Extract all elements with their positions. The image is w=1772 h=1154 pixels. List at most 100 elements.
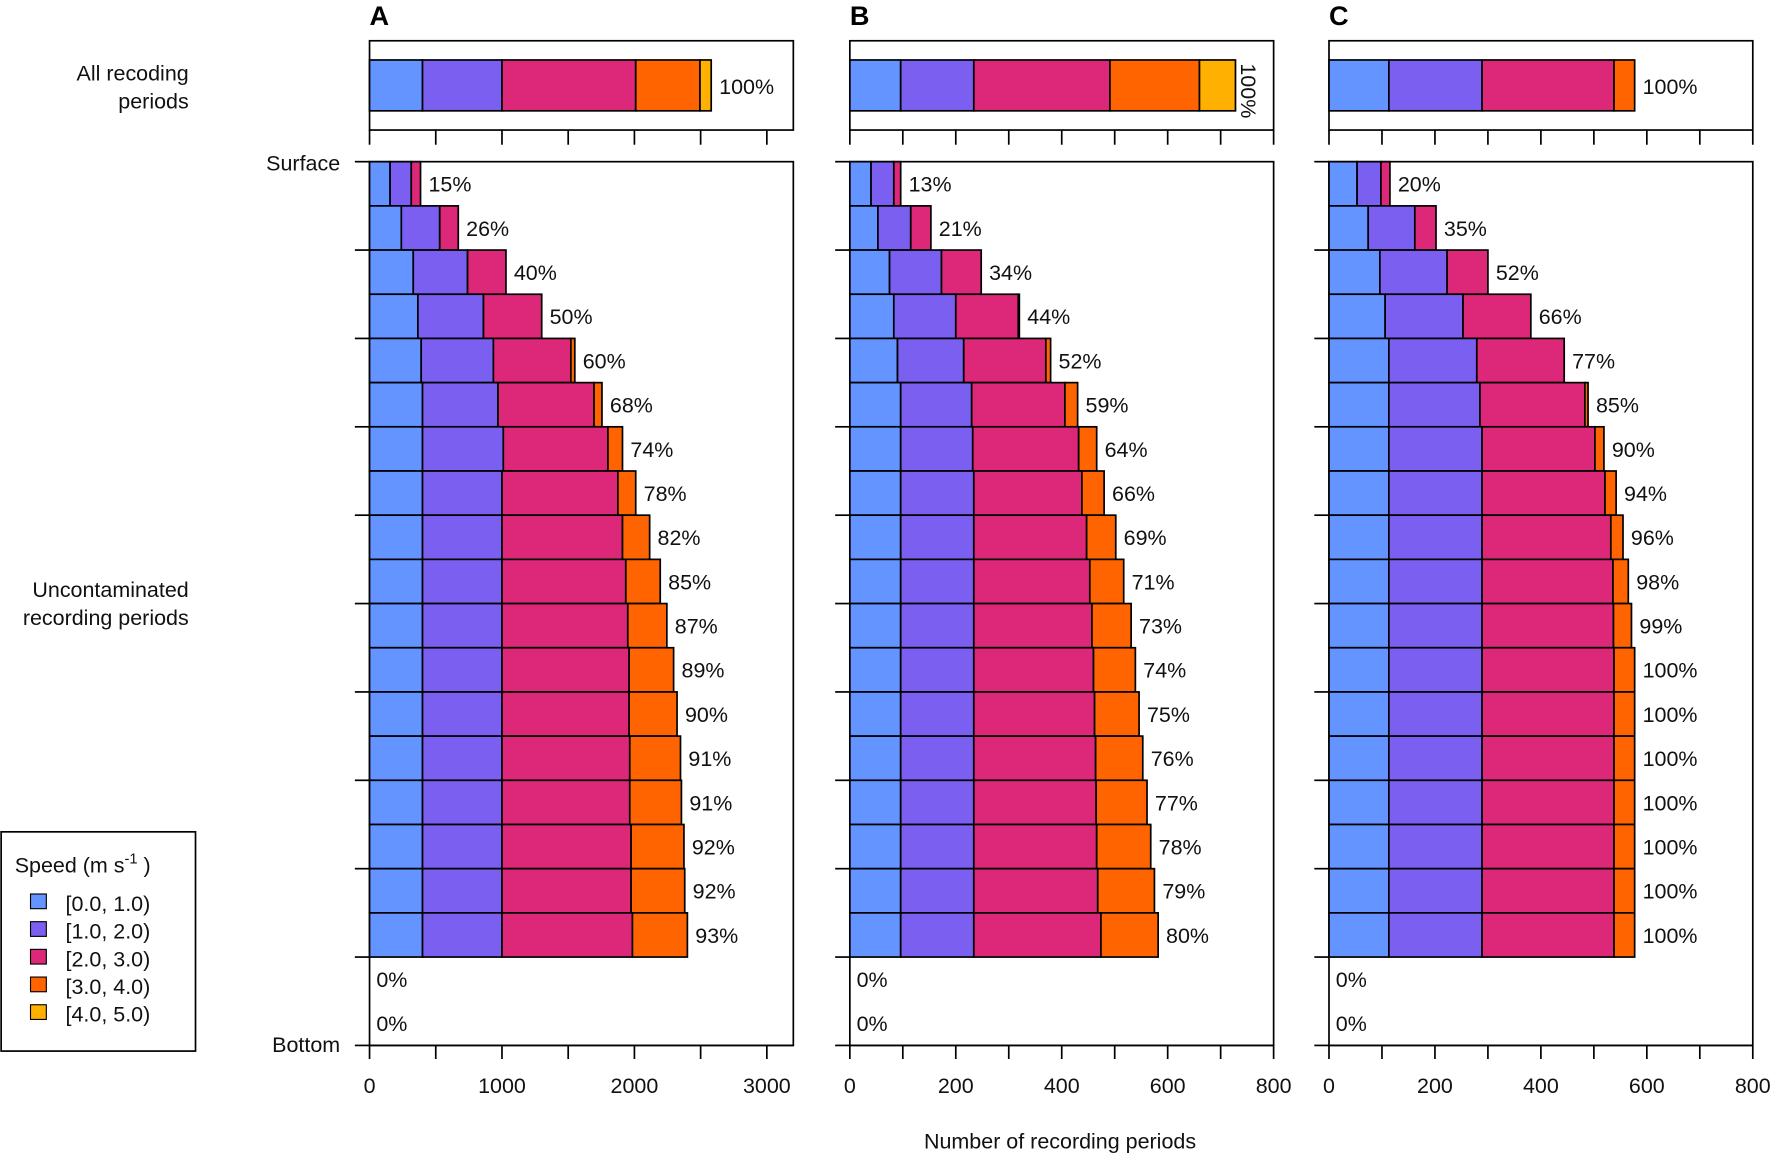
- depth-bar-segment: [1613, 691, 1636, 737]
- depth-percent-label: 64%: [1105, 438, 1148, 462]
- depth-bar-segment: [368, 691, 424, 737]
- all-periods-percent-label: 100%: [719, 75, 774, 99]
- depth-percent-label: 44%: [1027, 305, 1070, 329]
- depth-bar-segment: [972, 602, 1093, 649]
- depth-bar-segment: [421, 425, 505, 472]
- x-tick-label: 200: [938, 1074, 974, 1098]
- depth-percent-label: 71%: [1132, 570, 1175, 594]
- depth-bar-segment: [1328, 867, 1390, 914]
- depth-percent-label: 0%: [1336, 968, 1367, 992]
- depth-bar-segment: [1081, 470, 1105, 517]
- depth-bar-segment: [1388, 514, 1483, 561]
- depth-percent-label: 76%: [1151, 747, 1194, 771]
- depth-percent-label: 0%: [857, 968, 888, 992]
- depth-bar-segment: [1481, 779, 1615, 826]
- depth-bar-segment: [497, 381, 595, 428]
- depth-percent-label: 74%: [1143, 659, 1186, 683]
- depth-bar-segment: [628, 646, 675, 693]
- depth-bar-segment: [892, 293, 957, 340]
- depth-bar-segment: [501, 735, 631, 782]
- depth-bar-segment: [368, 381, 424, 428]
- depth-bar-segment: [899, 779, 975, 826]
- depth-bar-segment: [368, 160, 391, 207]
- depth-bar-segment: [848, 867, 902, 914]
- depth-bar-segment: [1388, 823, 1483, 870]
- depth-bar-segment: [909, 205, 932, 251]
- depth-bar-segment: [1388, 558, 1483, 605]
- all-periods-percent-label: 100%: [1643, 75, 1698, 99]
- depth-percent-label: 69%: [1124, 526, 1167, 550]
- depth-label-surface: Surface: [266, 152, 340, 176]
- depth-bar-segment: [501, 602, 629, 649]
- x-tick-label: 800: [1735, 1074, 1771, 1098]
- label-unc-line2: recording periods: [23, 606, 189, 630]
- depth-bar-segment: [482, 293, 543, 340]
- depth-bar-segment: [368, 470, 424, 517]
- depth-bar-segment: [962, 337, 1047, 384]
- depth-percent-label: 78%: [644, 482, 687, 506]
- legend-entry: [1.0, 2.0): [66, 920, 151, 944]
- legend-swatch: [29, 1004, 47, 1020]
- depth-bar-segment: [848, 337, 899, 384]
- depth-bar-segment: [848, 293, 895, 340]
- all-periods-bar-segment: [634, 59, 701, 112]
- depth-percent-label: 26%: [466, 217, 509, 241]
- x-tick-label: 800: [1256, 1074, 1292, 1098]
- depth-percent-label: 59%: [1086, 394, 1129, 418]
- depth-percent-label: 87%: [675, 615, 718, 639]
- all-periods-bar-segment: [1613, 59, 1636, 112]
- depth-bar-segment: [1328, 160, 1358, 207]
- depth-percent-label: 100%: [1643, 924, 1698, 948]
- depth-bar-segment: [420, 337, 495, 384]
- legend-entry: [0.0, 1.0): [66, 892, 151, 916]
- all-periods-bar-segment: [972, 59, 1111, 112]
- legend: Speed (m s-1 ) [0.0, 1.0) [1.0, 2.0) [2.0,…: [0, 830, 197, 1052]
- all-periods-bar-segment: [421, 59, 503, 112]
- depth-bar-segment: [569, 337, 576, 384]
- depth-percent-label: 90%: [685, 703, 728, 727]
- depth-bar-segment: [1328, 470, 1390, 517]
- depth-bar-segment: [628, 735, 682, 782]
- panel-b: B 100% 13% 21% 34% 44% 52% 59% 64% 66% 69% 71% 73% 74…: [835, 0, 1292, 1098]
- depth-bar-segment: [1094, 735, 1144, 782]
- all-periods-bar-segment: [501, 59, 637, 112]
- x-tick-label: 200: [1417, 1074, 1453, 1098]
- depth-bar-segment: [400, 205, 441, 251]
- depth-bar-segment: [848, 470, 902, 517]
- depth-bar-segment: [1017, 293, 1021, 340]
- all-periods-bar-segment: [699, 59, 713, 112]
- depth-bar-segment: [1481, 691, 1615, 737]
- depth-bar-segment: [1388, 867, 1483, 914]
- depth-percent-label: 73%: [1139, 615, 1182, 639]
- depth-bar-segment: [972, 470, 1083, 517]
- depth-bar-segment: [899, 558, 975, 605]
- depth-bar-segment: [899, 823, 975, 870]
- x-tick-label: 400: [1523, 1074, 1559, 1098]
- depth-percent-label: 92%: [693, 880, 736, 904]
- depth-percent-label: 85%: [1596, 394, 1639, 418]
- depth-bar-segment: [501, 912, 634, 958]
- depth-bar-segment: [899, 381, 973, 428]
- depth-bar-segment: [1481, 470, 1606, 517]
- depth-bar-segment: [1388, 735, 1483, 782]
- depth-bar-segment: [630, 867, 686, 914]
- depth-bar-segment: [368, 602, 424, 649]
- legend-entry: [2.0, 3.0): [66, 947, 151, 971]
- x-tick-label: 1000: [478, 1074, 526, 1098]
- depth-bar-segment: [1613, 867, 1636, 914]
- depth-bar-segment: [1328, 558, 1390, 605]
- depth-bar-segment: [1388, 646, 1483, 693]
- depth-bar-segment: [848, 602, 902, 649]
- depth-bar-segment: [1481, 558, 1614, 605]
- depth-percent-label: 15%: [428, 173, 471, 197]
- depth-bar-segment: [501, 470, 619, 517]
- depth-bar-segment: [1413, 205, 1437, 251]
- depth-percent-label: 85%: [668, 570, 711, 594]
- depth-percent-label: 0%: [376, 968, 407, 992]
- depth-bar-segment: [899, 735, 975, 782]
- depth-bar-segment: [1328, 514, 1390, 561]
- depth-percent-label: 13%: [909, 173, 952, 197]
- depth-percent-label: 34%: [989, 261, 1032, 285]
- depth-percent-label: 0%: [376, 1012, 407, 1036]
